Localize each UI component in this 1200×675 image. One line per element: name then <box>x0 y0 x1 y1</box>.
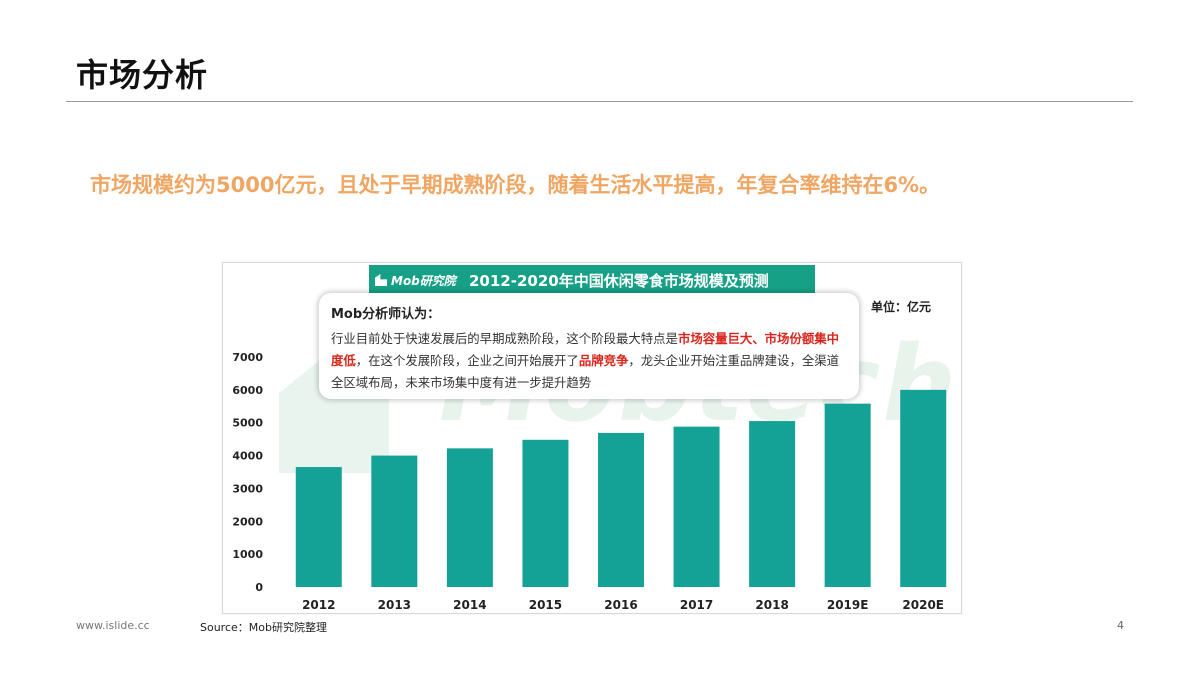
callout-text-3: ，龙头企业开始注重品牌建设，全渠道全区域布局，未来市场集中度有进一步提升趋势 <box>331 353 840 390</box>
x-tick-label: 2018 <box>755 598 788 612</box>
bar-2014 <box>446 448 493 587</box>
y-tick-label: 2000 <box>232 515 263 528</box>
x-tick-label: 2019E <box>827 598 869 612</box>
title-divider <box>66 101 1133 102</box>
y-tick-label: 0 <box>255 581 263 594</box>
bar-2012 <box>295 467 342 587</box>
bar-2019E <box>824 403 871 587</box>
mob-logo-text: Mob研究院 <box>391 273 456 288</box>
x-tick-label: 2016 <box>604 598 637 612</box>
y-tick-label: 6000 <box>232 384 263 397</box>
x-tick-label: 2015 <box>529 598 562 612</box>
bar-2016 <box>598 432 644 587</box>
callout-title: Mob分析师认为： <box>331 307 441 322</box>
y-tick-label: 7000 <box>232 351 263 364</box>
y-tick-label: 1000 <box>232 548 263 561</box>
mob-logo-icon <box>375 274 387 286</box>
page-number: 4 <box>1117 619 1124 632</box>
bar-2018 <box>749 421 796 587</box>
bar-2017 <box>673 426 720 587</box>
callout-body: 行业目前处于快速发展后的早期成熟阶段，这个阶段最大特点是市场容量巨大、市场份额集… <box>331 328 851 394</box>
x-tick-label: 2012 <box>302 598 335 612</box>
bar-chart: 0 1000 2000 3000 4000 5000 6000 7000 2012 2013 201… <box>232 351 947 612</box>
callout-highlight-1: 市场容量巨大、市场份额集中度低 <box>331 331 840 368</box>
bar-2015 <box>522 439 569 587</box>
y-tick-label: 5000 <box>232 417 263 430</box>
y-tick-label: 4000 <box>232 450 263 463</box>
x-tick-label: 2020E <box>902 598 944 612</box>
chart-title: 2012-2020年中国休闲零食市场规模及预测 <box>469 271 769 290</box>
callout-highlight-2: 品牌竞争 <box>578 353 629 368</box>
bar-2020E <box>900 389 947 587</box>
analyst-callout: Mob分析师认为： 行业目前处于快速发展后的早期成熟阶段，这个阶段最大特点是市场… <box>319 293 859 399</box>
unit-label: 单位：亿元 <box>871 300 932 314</box>
x-tick-label: 2017 <box>680 598 713 612</box>
callout-text-2: ，在这个发展阶段，企业之间开始展开了 <box>355 353 579 368</box>
chart-banner: Mob研究院 2012-2020年中国休闲零食市场规模及预测 <box>369 265 815 295</box>
x-tick-label: 2013 <box>378 598 411 612</box>
chart-figure: Mobtech 01000200030004000500060007000201… <box>222 262 962 614</box>
slide-title: 市场分析 <box>76 56 209 94</box>
mob-logo: Mob研究院 <box>375 269 461 291</box>
callout-text-1: 行业目前处于快速发展后的早期成熟阶段，这个阶段最大特点是 <box>331 331 678 346</box>
footer-source: Source：Mob研究院整理 <box>200 621 327 634</box>
x-tick-label: 2014 <box>453 598 486 612</box>
y-tick-label: 3000 <box>232 482 263 495</box>
headline: 市场规模约为5000亿元，且处于早期成熟阶段，随着生活水平提高，年复合率维持在6… <box>90 173 941 197</box>
footer-site: www.islide.cc <box>76 619 150 632</box>
bar-2013 <box>371 455 418 587</box>
